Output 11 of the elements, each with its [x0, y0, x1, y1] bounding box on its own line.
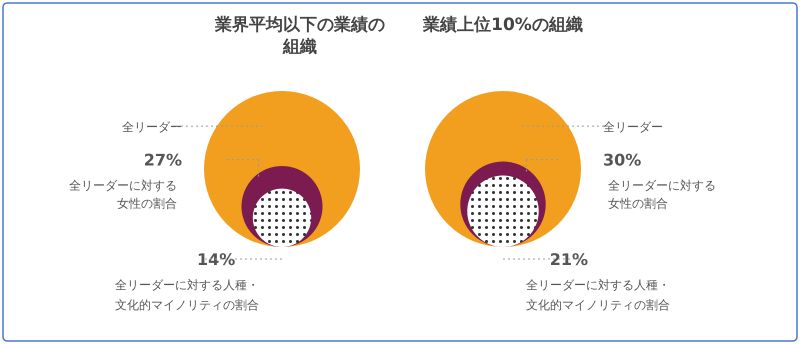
- category-label: 全リーダーに対する人種・文化的マイノリティの割合: [115, 278, 259, 312]
- data-label: 14%: [197, 250, 236, 269]
- data-label: 30%: [603, 150, 642, 170]
- category-label: 全リーダーに対する女性の割合: [69, 178, 177, 211]
- data-label: 27%: [144, 150, 182, 170]
- text: 業界平均以下の業績の組織: [214, 15, 385, 57]
- data-label: 21%: [550, 250, 588, 269]
- category-label: 全リーダー: [603, 120, 663, 134]
- text: 業績上位10%の組織: [422, 15, 583, 35]
- category-label: 全リーダーに対する女性の割合: [608, 178, 716, 211]
- category-label: 全リーダーに対する人種・文化的マイノリティの割合: [526, 278, 670, 312]
